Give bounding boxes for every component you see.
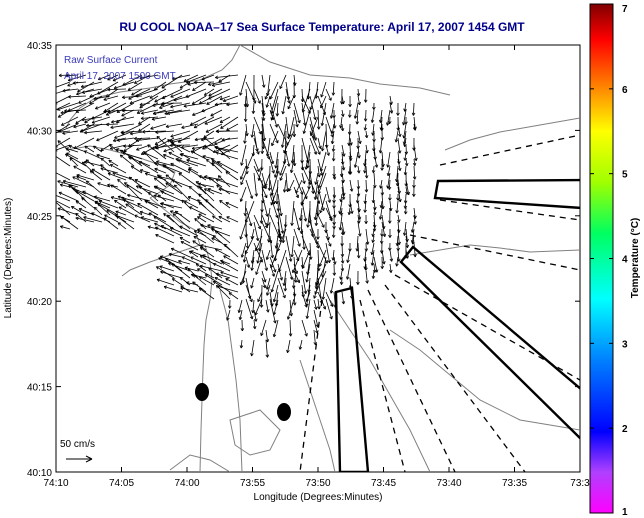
colorbar-tick-label: 6 — [622, 85, 628, 96]
x-tick-label: 73:3 — [570, 478, 590, 489]
contour-6 — [229, 409, 281, 456]
marker-buoy-east — [277, 403, 291, 421]
x-tick-label: 73:35 — [502, 478, 527, 489]
x-tick-label: 73:40 — [436, 478, 461, 489]
contour-1 — [219, 289, 243, 472]
y-tick-label: 40:35 — [27, 41, 52, 52]
x-axis-ticks — [55, 45, 581, 472]
contour-3 — [409, 244, 580, 256]
traffic-lane-dashed-lines — [299, 134, 580, 472]
contour-8 — [444, 117, 580, 151]
x-tick-label: 73:45 — [371, 478, 396, 489]
shipping-lane-east — [433, 178, 580, 210]
contour-7 — [169, 454, 231, 472]
legend-line-1: Raw Surface Current — [64, 55, 158, 66]
shipping-lane-polygons — [334, 178, 580, 472]
shipping-lane-southeast — [399, 245, 580, 440]
colorbar-tick-label: 5 — [622, 170, 628, 181]
x-axis-label: Longitude (Degrees:Minutes) — [254, 492, 383, 503]
scale-arrow — [66, 455, 93, 463]
nj-coastline — [199, 244, 213, 472]
y-axis-label: Latitude (Degrees:Minutes) — [3, 198, 14, 319]
shipping-lane-south — [334, 286, 370, 472]
scale-label: 50 cm/s — [60, 439, 95, 450]
x-tick-label: 73:50 — [305, 478, 330, 489]
y-tick-label: 40:15 — [27, 383, 52, 394]
colorbar-tick-label: 2 — [622, 424, 628, 435]
x-axis-tick-labels: 74:10 74:05 74:00 73:55 73:50 73:45 73:40 73:35… — [43, 478, 590, 489]
surface-current-vectors — [56, 73, 418, 358]
colorbar-tick-label: 3 — [622, 339, 628, 350]
colorbar-tick-label: 1 — [622, 507, 628, 518]
colorbar-label: Temperature (°C) — [630, 218, 641, 299]
long-island-coast — [239, 45, 451, 96]
x-tick-label: 73:55 — [240, 478, 265, 489]
figure-title: RU COOL NOAA–17 Sea Surface Temperature:… — [119, 20, 525, 34]
colorbar-tick-label: 7 — [622, 4, 628, 15]
marker-buoy-west — [195, 383, 209, 401]
legend-line-2: April 17, 2007 1500 GMT — [64, 71, 176, 82]
y-tick-label: 40:10 — [27, 468, 52, 479]
contour-4 — [389, 329, 580, 431]
y-tick-label: 40:25 — [27, 212, 52, 223]
x-tick-label: 74:10 — [43, 478, 68, 489]
y-axis-ticks — [56, 44, 580, 473]
colorbar-tick-label: 4 — [622, 255, 628, 266]
x-tick-label: 74:05 — [109, 478, 134, 489]
x-tick-label: 74:00 — [174, 478, 199, 489]
y-axis-tick-labels: 40:35 40:30 40:25 40:20 40:15 40:10 — [27, 41, 52, 479]
contour-5 — [299, 359, 336, 472]
colorbar-ticks: 7 6 5 4 3 2 1 — [590, 3, 628, 518]
y-tick-label: 40:30 — [27, 126, 52, 137]
y-tick-label: 40:20 — [27, 297, 52, 308]
